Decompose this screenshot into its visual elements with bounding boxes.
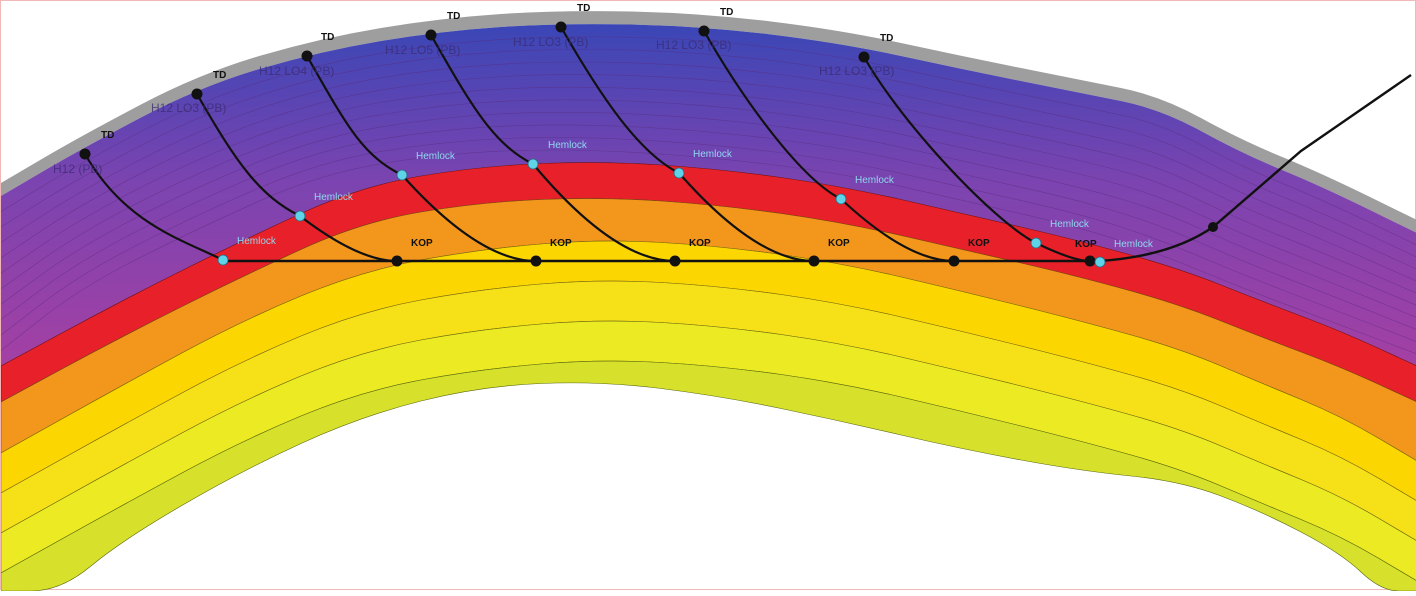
formation-horizon <box>0 149 1416 354</box>
hemlock-marker <box>294 210 306 222</box>
kop-marker <box>391 255 403 267</box>
kop-marker <box>1084 255 1096 267</box>
td-marker <box>191 88 203 100</box>
kop-label: KOP <box>1075 239 1097 250</box>
formation-horizon <box>0 74 1416 282</box>
hemlock-marker <box>835 193 847 205</box>
kop-label: KOP <box>828 238 850 249</box>
formation-horizon <box>0 112 1416 318</box>
td-marker <box>79 148 91 160</box>
kop-marker <box>669 255 681 267</box>
formation-horizon <box>0 61 1416 270</box>
td-marker <box>698 25 710 37</box>
well-name-label: H12 (PB) <box>53 162 102 176</box>
hemlock-label: Hemlock <box>855 175 895 186</box>
well-name-label: H12 LO3 (PB) <box>656 38 731 52</box>
td-label: TD <box>577 3 590 14</box>
formation-horizon <box>0 49 1416 258</box>
td-marker <box>858 51 870 63</box>
td-marker <box>301 50 313 62</box>
hemlock-label: Hemlock <box>693 149 733 160</box>
upper-formation-band <box>1 24 1416 366</box>
td-marker <box>425 29 437 41</box>
formation-horizon <box>0 99 1416 306</box>
well-name-label: H12 LO4 (PB) <box>259 64 334 78</box>
hemlock-marker <box>673 167 685 179</box>
strata-layers <box>0 11 1416 592</box>
hemlock-label: Hemlock <box>1114 239 1154 250</box>
hemlock-label: Hemlock <box>237 236 277 247</box>
td-label: TD <box>101 130 114 141</box>
hemlock-marker <box>527 158 539 170</box>
kop-marker <box>530 255 542 267</box>
well-name-label: H12 LO3 (PB) <box>819 64 894 78</box>
td-label: TD <box>321 32 334 43</box>
hemlock-marker <box>1094 256 1106 268</box>
hemlock-marker <box>1030 237 1042 249</box>
formation-horizon <box>0 36 1416 245</box>
well-name-label: H12 LO5 (PB) <box>385 43 460 57</box>
td-label: TD <box>213 70 226 81</box>
well-name-label: H12 LO3 (PB) <box>513 35 588 49</box>
well-path <box>863 56 1091 263</box>
td-marker <box>555 21 567 33</box>
well-markers <box>79 21 1218 268</box>
kop-marker <box>948 255 960 267</box>
td-label: TD <box>880 33 893 44</box>
formation-horizon <box>0 124 1416 330</box>
kop-marker <box>808 255 820 267</box>
hemlock-label: Hemlock <box>314 192 354 203</box>
kop-label: KOP <box>968 238 990 249</box>
well-name-label: H12 LO3 (PB) <box>151 101 226 115</box>
kop-label: KOP <box>689 238 711 249</box>
formation-horizon <box>0 86 1416 294</box>
hemlock-label: Hemlock <box>1050 219 1090 230</box>
kop-label: KOP <box>550 238 572 249</box>
td-label: TD <box>447 11 460 22</box>
well-point-marker <box>1208 222 1218 232</box>
td-label: TD <box>720 7 733 18</box>
hemlock-marker <box>396 169 408 181</box>
formation-horizon <box>0 137 1416 342</box>
hemlock-label: Hemlock <box>548 140 588 151</box>
hemlock-marker <box>217 254 229 266</box>
diagram-labels: TD Hemlock TD Hemlock KOP TD Hemlock KOP TD Hemlo… <box>53 3 1154 250</box>
hemlock-label: Hemlock <box>416 151 456 162</box>
kop-label: KOP <box>411 238 433 249</box>
